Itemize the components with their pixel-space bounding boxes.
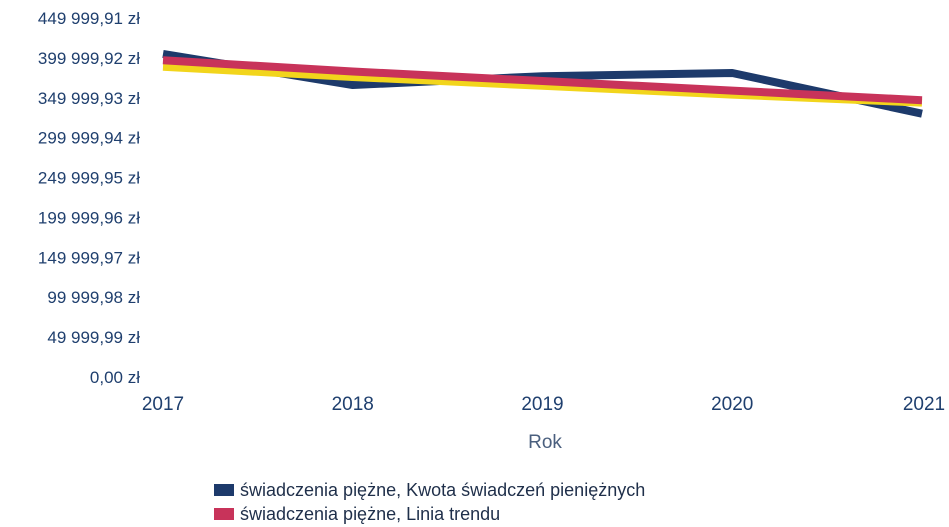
- legend-swatch: [214, 484, 234, 496]
- legend-swatch: [214, 508, 234, 520]
- y-tick-label: 99 999,98 zł: [47, 288, 140, 307]
- y-tick-label: 299 999,94 zł: [38, 129, 140, 148]
- series-layer: [162, 49, 923, 118]
- legend-label: świadczenia piężne, Kwota świadczeń pien…: [240, 480, 645, 500]
- y-tick-label: 199 999,96 zł: [38, 208, 140, 227]
- x-tick-label: 2019: [521, 394, 563, 415]
- y-tick-label: 49 999,99 zł: [47, 328, 140, 347]
- x-axis-label: Rok: [528, 432, 562, 453]
- x-tick-label: 2017: [142, 394, 184, 415]
- y-tick-label: 399 999,92 zł: [38, 49, 140, 68]
- y-tick-label: 0,00 zł: [90, 368, 140, 387]
- legend: świadczenia piężne, Kwota świadczeń pien…: [214, 480, 645, 524]
- legend-label: świadczenia piężne, Linia trendu: [240, 504, 500, 524]
- y-tick-label: 249 999,95 zł: [38, 169, 140, 188]
- series-line-2: [162, 56, 923, 105]
- x-tick-label: 2021: [903, 394, 945, 415]
- x-tick-label: 2018: [332, 394, 374, 415]
- y-tick-label: 449 999,91 zł: [38, 9, 140, 28]
- y-tick-label: 149 999,97 zł: [38, 248, 140, 267]
- x-axis: 2017 2018 2019 2020 2021: [142, 394, 945, 415]
- x-tick-label: 2020: [711, 394, 753, 415]
- y-tick-label: 349 999,93 zł: [38, 89, 140, 108]
- y-axis: 0,00 zł 49 999,99 zł 99 999,98 zł 149 999,9…: [38, 9, 140, 387]
